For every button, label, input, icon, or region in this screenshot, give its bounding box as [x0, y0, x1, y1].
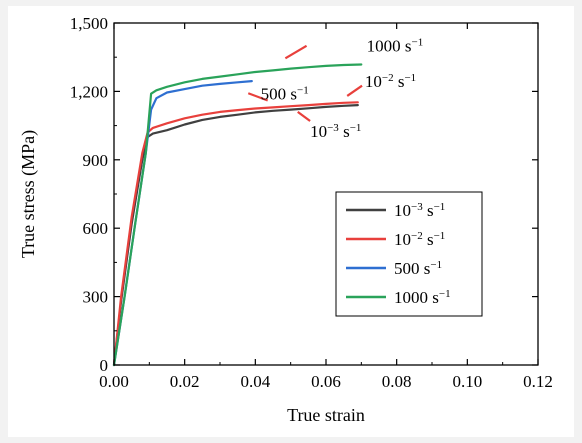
x-tick-label-6: 0.12 — [523, 372, 553, 391]
annotation-tick-0 — [284, 44, 308, 60]
data-curves — [112, 63, 363, 367]
x-tick-label-1: 0.02 — [170, 372, 200, 391]
x-tick-label-4: 0.08 — [382, 372, 412, 391]
y-tick-label-4: 1,200 — [70, 82, 108, 101]
y-tick-label-2: 600 — [83, 219, 109, 238]
y-tick-label-3: 900 — [83, 151, 109, 170]
y-tick-label-1: 300 — [83, 288, 109, 307]
annotation-label-2: 10−2 s−1 — [365, 72, 416, 91]
legend-label-0: 10−3 s−1 — [394, 201, 445, 220]
x-tick-label-2: 0.04 — [240, 372, 270, 391]
legend: 10−3 s−1 10−2 s−1 500 s−1 1000 s−1 — [335, 191, 483, 317]
annotation-label-1: 500 s−1 — [261, 84, 309, 103]
legend-box — [335, 191, 483, 317]
series-line-0 — [112, 103, 359, 367]
x-tick-label-3: 0.06 — [311, 372, 341, 391]
series-line-3 — [112, 63, 363, 367]
legend-label-3: 1000 s−1 — [394, 288, 451, 307]
annotation-tick-2 — [346, 84, 363, 97]
series-line-1 — [112, 101, 359, 367]
figure-frame: 1000 s−1 500 s−1 10−2 s−1 10−3 s−1 0.00 0.02… — [8, 6, 574, 437]
annotation-label-3: 10−3 s−1 — [310, 122, 361, 141]
curve-annotations: 1000 s−1 500 s−1 10−2 s−1 10−3 s−1 — [247, 37, 424, 141]
x-tick-label-0: 0.00 — [99, 372, 129, 391]
axes: 0.00 0.02 0.04 0.06 0.08 0.10 0.12 0 300 600 900 1,… — [70, 14, 553, 391]
y-tick-label-5: 1,500 — [70, 14, 108, 33]
stress-strain-chart: 1000 s−1 500 s−1 10−2 s−1 10−3 s−1 0.00 0.02… — [18, 14, 553, 425]
y-axis-title: True stress (MPa) — [18, 130, 39, 258]
annotation-tick-1 — [247, 92, 269, 102]
y-tick-label-0: 0 — [100, 356, 109, 375]
x-tick-label-5: 0.10 — [452, 372, 482, 391]
legend-label-2: 500 s−1 — [394, 259, 442, 278]
annotation-label-0: 1000 s−1 — [367, 37, 424, 56]
annotation-tick-3 — [297, 111, 311, 122]
x-axis-title: True strain — [287, 405, 365, 425]
legend-label-1: 10−2 s−1 — [394, 230, 445, 249]
